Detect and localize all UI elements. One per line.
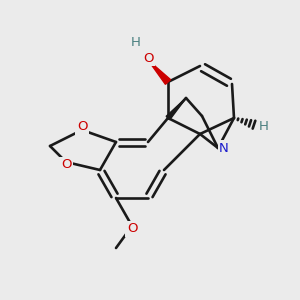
Text: O: O bbox=[143, 52, 153, 64]
Polygon shape bbox=[166, 98, 186, 120]
Text: O: O bbox=[77, 121, 87, 134]
Text: H: H bbox=[131, 35, 141, 49]
Text: H: H bbox=[259, 119, 269, 133]
Text: O: O bbox=[61, 158, 71, 172]
Text: O: O bbox=[127, 223, 137, 236]
Text: N: N bbox=[219, 142, 229, 154]
Polygon shape bbox=[148, 60, 171, 84]
